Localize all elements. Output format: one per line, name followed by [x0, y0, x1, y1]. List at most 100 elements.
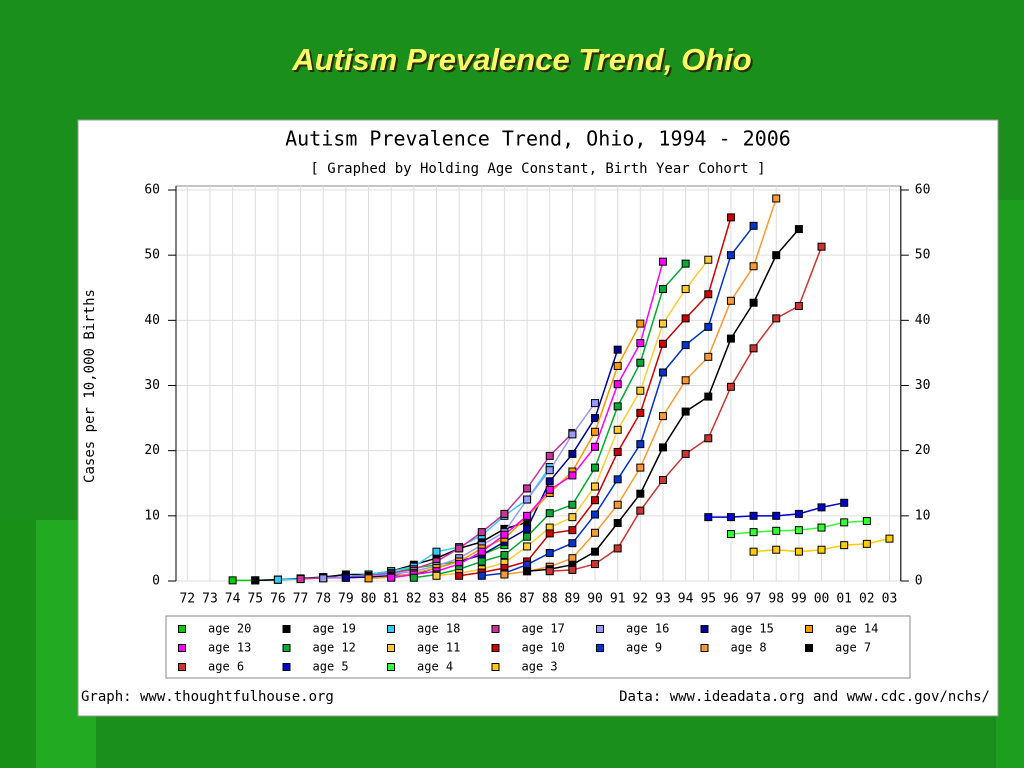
- x-tick-label: 77: [293, 592, 309, 607]
- x-tick-label: 92: [632, 592, 648, 607]
- data-point: [726, 296, 735, 305]
- data-point: [681, 376, 690, 385]
- legend-marker: [178, 663, 186, 671]
- data-point: [523, 567, 532, 576]
- data-point: [500, 530, 509, 539]
- data-point: [613, 380, 622, 389]
- data-point: [251, 576, 260, 585]
- data-point: [794, 225, 803, 234]
- x-tick-label: 89: [565, 592, 581, 607]
- data-point: [636, 358, 645, 367]
- footer-left: Graph: www.thoughtfulhouse.org: [81, 689, 334, 705]
- x-tick-label: 98: [768, 592, 784, 607]
- data-point: [613, 345, 622, 354]
- data-point: [545, 509, 554, 518]
- y-tick-label: 60: [144, 183, 160, 198]
- data-point: [409, 573, 418, 582]
- y2-tick-label: 50: [915, 248, 931, 263]
- legend-label: age 9: [626, 641, 662, 655]
- data-point: [681, 341, 690, 350]
- data-point: [591, 399, 600, 408]
- x-tick-label: 00: [814, 592, 830, 607]
- data-point: [591, 547, 600, 556]
- data-point: [772, 251, 781, 260]
- data-point: [545, 485, 554, 494]
- data-point: [749, 344, 758, 353]
- data-point: [455, 544, 464, 553]
- x-tick-label: 03: [882, 592, 898, 607]
- data-point: [840, 498, 849, 507]
- data-point: [591, 463, 600, 472]
- x-tick-label: 97: [746, 592, 762, 607]
- x-tick-label: 73: [202, 592, 218, 607]
- data-point: [794, 509, 803, 518]
- data-point: [568, 471, 577, 480]
- y-tick-label: 10: [144, 508, 160, 523]
- data-point: [228, 576, 237, 585]
- data-point: [591, 528, 600, 537]
- x-tick-label: 90: [587, 592, 603, 607]
- data-point: [636, 440, 645, 449]
- data-point: [749, 528, 758, 537]
- legend-marker: [491, 663, 500, 671]
- legend-label: age 8: [731, 641, 767, 655]
- data-point: [704, 255, 713, 264]
- data-point: [455, 571, 464, 580]
- data-point: [523, 524, 532, 533]
- data-point: [749, 298, 758, 307]
- data-point: [681, 407, 690, 416]
- data-point: [658, 443, 667, 452]
- legend-marker: [700, 625, 709, 633]
- data-point: [477, 528, 486, 537]
- legend-label: age 15: [731, 622, 774, 636]
- x-tick-label: 80: [361, 592, 377, 607]
- data-point: [636, 463, 645, 472]
- data-point: [500, 570, 509, 579]
- data-point: [817, 545, 826, 554]
- legend-label: age 6: [208, 660, 244, 674]
- data-point: [568, 449, 577, 458]
- data-point: [500, 550, 509, 559]
- legend-label: age 14: [835, 622, 878, 636]
- data-point: [613, 425, 622, 434]
- x-tick-label: 85: [474, 592, 490, 607]
- data-point: [658, 319, 667, 328]
- legend-label: age 3: [522, 660, 558, 674]
- data-point: [545, 529, 554, 538]
- data-point: [500, 509, 509, 518]
- legend-marker: [387, 663, 395, 671]
- y-tick-label: 0: [152, 574, 160, 589]
- y-tick-label: 30: [144, 378, 160, 393]
- x-tick-label: 96: [723, 592, 739, 607]
- decor: [0, 520, 36, 768]
- data-point: [749, 511, 758, 520]
- data-point: [591, 510, 600, 519]
- data-point: [636, 506, 645, 515]
- data-point: [636, 339, 645, 348]
- data-point: [794, 301, 803, 310]
- y-axis-label: Cases per 10,000 Births: [82, 289, 98, 483]
- data-point: [658, 285, 667, 294]
- legend-label: age 7: [835, 641, 871, 655]
- x-tick-label: 74: [225, 592, 241, 607]
- x-tick-label: 91: [610, 592, 626, 607]
- data-point: [726, 530, 735, 539]
- data-point: [613, 544, 622, 553]
- data-point: [658, 339, 667, 348]
- data-point: [273, 575, 282, 584]
- y2-tick-label: 60: [915, 183, 931, 198]
- x-tick-label: 84: [451, 592, 467, 607]
- data-point: [613, 402, 622, 411]
- data-point: [432, 547, 441, 556]
- legend-marker: [805, 644, 813, 652]
- legend-label: age 11: [417, 641, 460, 655]
- y-tick-label: 50: [144, 248, 160, 263]
- legend-marker: [282, 663, 291, 671]
- data-point: [749, 221, 758, 230]
- slide-title-shadow: Autism Prevalence Trend, Ohio: [293, 44, 753, 79]
- data-point: [545, 477, 554, 486]
- legend-label: age 19: [313, 622, 356, 636]
- data-point: [862, 539, 871, 548]
- data-point: [772, 511, 781, 520]
- legend-marker: [491, 644, 500, 652]
